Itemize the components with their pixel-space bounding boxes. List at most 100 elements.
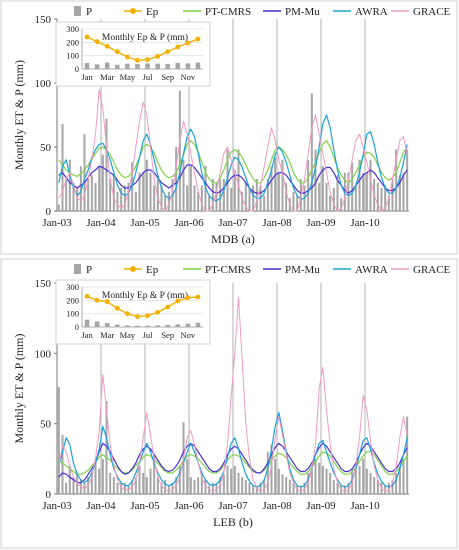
inset-p-bar xyxy=(94,321,100,327)
y-tick-label: 0 xyxy=(46,206,52,218)
p-bar xyxy=(226,465,229,494)
x-tick-label: Jan-10 xyxy=(350,500,380,512)
inset-p-bar xyxy=(195,322,201,327)
p-bar xyxy=(138,172,141,211)
p-bar xyxy=(123,185,126,211)
inset-p-bar xyxy=(104,62,110,69)
p-bar xyxy=(200,472,203,494)
series-line-grace xyxy=(58,88,408,212)
p-bar xyxy=(219,179,222,211)
p-bar xyxy=(65,482,68,494)
p-bar xyxy=(94,458,97,494)
p-bar xyxy=(72,182,75,211)
p-bar xyxy=(153,185,156,211)
p-bar xyxy=(310,93,313,211)
inset-ep-point xyxy=(135,314,140,319)
p-bar xyxy=(109,472,112,494)
inset-p-bar xyxy=(165,325,170,327)
inset-y-tick-label: 100 xyxy=(66,309,79,319)
p-bar xyxy=(266,179,269,211)
legend: P Ep PT-CMRS PM-Mu AWRA GRACE xyxy=(74,6,451,18)
y-axis-label: Monthly ET & P (mm) xyxy=(12,60,26,170)
p-bar xyxy=(164,195,167,211)
inset-y-tick-label: 200 xyxy=(66,37,79,47)
p-bar xyxy=(112,477,115,494)
inset-title: Monthly Ep & P (mm) xyxy=(102,32,188,43)
legend-label: GRACE xyxy=(413,6,451,18)
inset-ep-point xyxy=(114,305,120,311)
p-bar xyxy=(406,416,409,494)
inset-x-tick-label: Jul xyxy=(143,330,154,340)
legend-label: PM-Mu xyxy=(285,6,320,18)
p-bar xyxy=(281,159,284,211)
p-bar xyxy=(160,185,163,211)
series-line-awra xyxy=(58,114,408,202)
p-bar xyxy=(288,479,291,494)
inset-ep-point xyxy=(195,294,201,300)
p-bar xyxy=(398,465,401,494)
p-bar xyxy=(116,191,119,211)
p-bar xyxy=(248,482,251,494)
p-bar xyxy=(211,482,214,494)
p-bar xyxy=(101,154,104,211)
p-bar xyxy=(277,172,280,211)
p-bar xyxy=(57,387,60,494)
inset-p-bar xyxy=(145,63,150,69)
inset-x-tick-label: May xyxy=(120,72,136,82)
inset-ep-point xyxy=(155,309,161,315)
legend-label: Ep xyxy=(146,264,159,276)
y-axis-label: Monthly ET & P (mm) xyxy=(12,333,26,443)
p-bar xyxy=(57,204,60,211)
legend-item-grace: GRACE xyxy=(391,6,451,18)
inset-p-bar xyxy=(104,323,110,327)
p-bar xyxy=(186,458,189,494)
inset-y-tick-label: 0 xyxy=(75,64,79,74)
p-bar xyxy=(68,159,71,211)
x-tick-label: Jan-06 xyxy=(174,500,204,512)
legend-item-pt-cmrs: PT-CMRS xyxy=(183,6,251,18)
x-tick-label: Jan-07 xyxy=(218,500,248,512)
legend-item-pm-mu: PM-Mu xyxy=(263,264,320,276)
legend-label: AWRA xyxy=(355,6,388,18)
p-bar xyxy=(362,458,365,494)
y-tick-label: 0 xyxy=(46,489,52,501)
p-bar xyxy=(109,179,112,211)
x-tick-label: Jan-09 xyxy=(306,217,336,229)
y-tick-label: 150 xyxy=(35,14,52,26)
p-bar xyxy=(90,472,93,494)
p-bar xyxy=(230,187,233,211)
p-bar xyxy=(94,182,97,211)
legend-item-ep: Ep xyxy=(124,264,159,276)
legend-item-awra: AWRA xyxy=(333,6,388,18)
p-bar xyxy=(193,479,196,494)
p-bar xyxy=(395,149,398,211)
inset-ep-point xyxy=(145,313,150,319)
p-bar xyxy=(116,482,119,494)
p-bar xyxy=(101,458,104,494)
x-tick-label: Jan-04 xyxy=(86,217,116,229)
p-bar xyxy=(362,172,365,211)
p-bar xyxy=(149,468,152,494)
p-bar xyxy=(358,159,361,211)
inset-ep-point xyxy=(135,57,140,63)
p-bar xyxy=(61,434,64,494)
p-bar xyxy=(87,179,90,211)
inset-ep-point xyxy=(94,39,100,45)
inset-p-bar xyxy=(155,325,160,327)
p-bar xyxy=(112,175,115,211)
legend-label: P xyxy=(86,264,92,276)
inset-x-tick-label: Mar xyxy=(100,72,114,82)
y-tick-label: 100 xyxy=(35,78,52,90)
inset-ep-point xyxy=(195,36,201,42)
inset-ep-point xyxy=(84,34,90,40)
inset-y-tick-label: 300 xyxy=(66,282,79,292)
p-bar xyxy=(211,179,214,211)
p-bar xyxy=(292,482,295,494)
p-bar xyxy=(134,191,137,211)
p-bar xyxy=(310,465,313,494)
inset-ep-point xyxy=(124,311,130,317)
legend-item-awra: AWRA xyxy=(333,264,388,276)
p-bar xyxy=(398,175,401,211)
p-bar xyxy=(343,485,346,494)
